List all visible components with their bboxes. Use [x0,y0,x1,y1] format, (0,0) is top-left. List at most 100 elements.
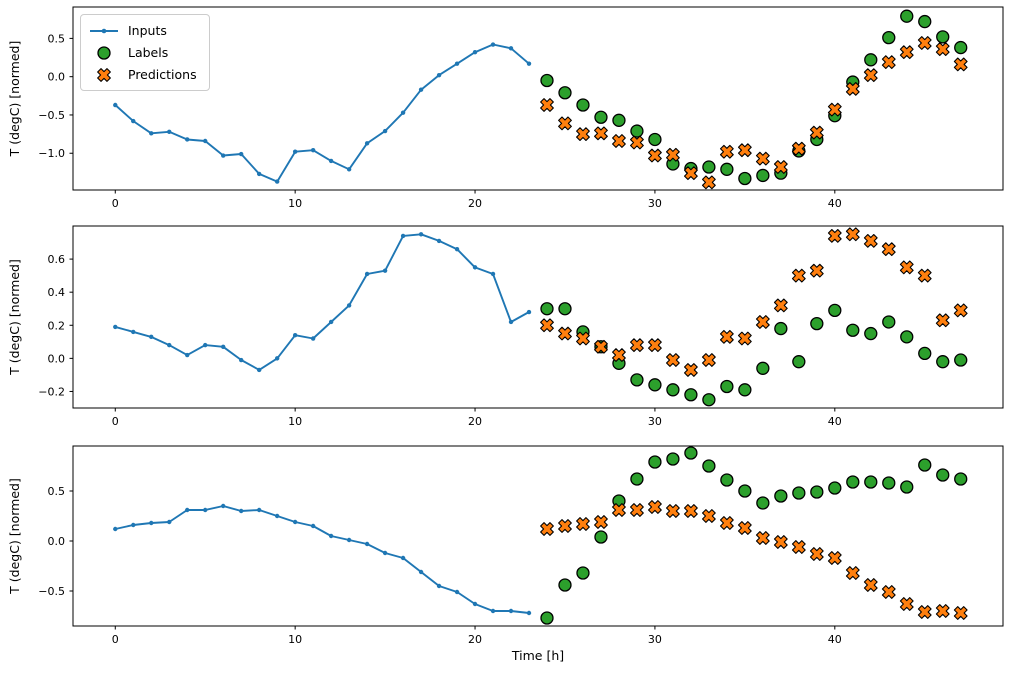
x-tick-label: 10 [288,197,302,210]
predictions-point [540,98,554,112]
predictions-point [809,125,824,140]
predictions-point [827,102,842,117]
x-tick-label: 40 [828,197,842,210]
inputs-point [310,523,316,529]
y-tick-label: 0.5 [48,485,66,498]
inputs-point [292,333,298,338]
predictions-x-marker-icon [89,67,119,83]
predictions-point [665,353,680,367]
inputs-point [185,507,190,513]
labels-point [918,458,932,472]
inputs-point [203,138,208,144]
inputs-point [131,522,136,528]
legend: Inputs Labels Predictions [80,14,210,91]
labels-point [954,40,968,55]
predictions-point [845,566,860,580]
predictions-point [594,515,608,529]
predictions-point [827,551,842,565]
labels-point [954,353,968,367]
labels-point [720,379,734,394]
labels-point [540,73,554,88]
inputs-point [256,507,262,513]
predictions-point [737,521,752,535]
inputs-point [167,519,172,525]
x-tick-label: 30 [648,415,662,428]
labels-point [630,124,644,138]
predictions-point [540,318,554,333]
predictions-point [845,82,860,96]
inputs-point [490,608,496,614]
labels-point [648,378,662,392]
inputs-point [382,268,388,273]
x-tick-label: 40 [828,633,842,646]
labels-point [954,472,968,486]
inputs-point [454,589,460,595]
predictions-point [899,597,914,611]
labels-point [558,302,572,316]
predictions-point [791,540,806,554]
y-tick-label: −0.5 [38,585,65,598]
inputs-point [400,233,406,239]
inputs-point [472,49,478,55]
predictions-point [881,55,896,70]
labels-point [828,481,842,495]
x-tick-label: 20 [468,415,482,428]
x-tick-label: 0 [112,197,119,210]
x-tick-label: 10 [288,633,302,646]
labels-point [630,472,644,486]
x-axis-label: Time [h] [511,648,564,663]
x-tick-label: 10 [288,415,302,428]
legend-label-inputs: Inputs [128,23,167,38]
y-tick-label: 0.6 [48,253,66,266]
x-tick-label: 20 [468,633,482,646]
predictions-point [863,68,878,83]
predictions-point [899,260,914,275]
inputs-point [131,118,136,124]
inputs-point [508,319,514,325]
predictions-point [558,519,572,533]
labels-point [918,346,932,361]
inputs-point [185,352,190,358]
labels-point [810,485,824,499]
inputs-point [238,357,244,363]
labels-point [810,316,824,331]
labels-point [864,326,878,341]
legend-item-predictions: Predictions [89,65,197,84]
predictions-point [953,57,968,72]
labels-point [558,86,572,100]
predictions-point [755,151,770,166]
inputs-point [364,541,370,547]
labels-point [612,113,626,127]
labels-point [630,373,644,387]
inputs-point [382,550,388,556]
labels-point [540,611,554,625]
labels-point [792,355,806,369]
predictions-point [773,535,788,549]
legend-item-inputs: Inputs [89,21,197,40]
y-tick-label: −1.0 [38,147,65,160]
axes-spines [72,445,1004,627]
labels-point [702,459,716,473]
inputs-point [472,601,478,607]
predictions-point [791,141,806,156]
inputs-point [149,131,154,136]
plot-area [113,446,968,625]
predictions-point [827,229,842,243]
labels-point [702,160,716,174]
inputs-point [221,503,226,509]
inputs-point [113,324,118,330]
predictions-point [648,148,662,163]
inputs-point [274,179,280,184]
inputs-point [238,151,244,157]
x-tick-label: 0 [112,633,119,646]
y-tick-label: 0.2 [48,319,66,332]
inputs-line [115,505,530,614]
inputs-point [328,533,334,539]
legend-label-labels: Labels [128,45,169,60]
predictions-point [935,313,950,328]
predictions-point [881,585,896,599]
labels-point [648,455,662,469]
predictions-point [917,605,932,619]
inputs-point [436,238,442,244]
